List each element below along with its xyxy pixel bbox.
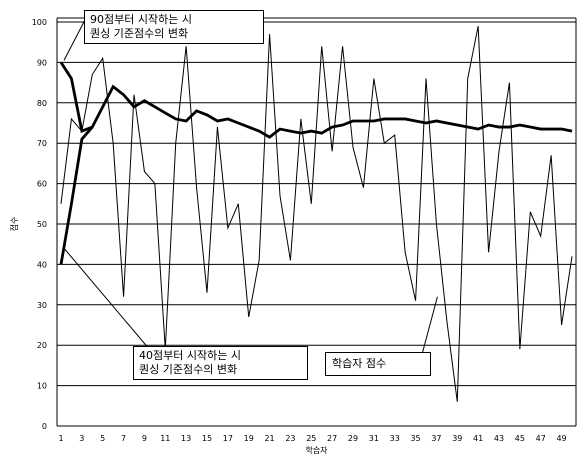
series-group [59,25,573,402]
x-tick-27: 27 [327,434,337,443]
x-tick-37: 37 [431,434,441,443]
x-tick-3: 3 [79,434,84,443]
y-tick-10: 10 [37,382,47,391]
x-tick-33: 33 [390,434,400,443]
y-tick-30: 30 [37,301,47,310]
series-student-score [60,25,573,402]
x-tick-21: 21 [264,434,274,443]
leader-40-start [63,247,151,351]
x-tick-17: 17 [223,434,233,443]
x-tick-39: 39 [452,434,462,443]
y-tick-70: 70 [37,139,47,148]
x-tick-45: 45 [515,434,525,443]
y-tick-40: 40 [37,260,47,269]
x-tick-41: 41 [473,434,483,443]
y-tick-0: 0 [42,422,47,431]
x-tick-47: 47 [536,434,546,443]
x-tick-31: 31 [369,434,379,443]
annotation-90-start: 90점부터 시작하는 시 퀀싱 기준점수의 변화 [84,10,264,44]
y-tick-100: 100 [32,18,47,27]
x-tick-19: 19 [244,434,254,443]
y-tick-labels: 0 10 20 30 40 50 60 70 80 90 100 [32,18,47,431]
leader-student-score [419,296,438,363]
x-tick-43: 43 [494,434,504,443]
y-tick-20: 20 [37,341,47,350]
annotation-leaders [63,17,438,363]
x-axis-title: 학습자 [305,445,328,455]
x-tick-23: 23 [285,434,295,443]
series-90-start [59,61,573,139]
y-tick-60: 60 [37,180,47,189]
x-tick-11: 11 [160,434,170,443]
x-tick-1: 1 [58,434,63,443]
x-tick-25: 25 [306,434,316,443]
y-tick-90: 90 [37,58,47,67]
x-tick-29: 29 [348,434,358,443]
x-tick-9: 9 [142,434,147,443]
leader-90-start [63,17,87,61]
x-tick-15: 15 [202,434,212,443]
y-tick-80: 80 [37,99,47,108]
annotation-student-score: 학습자 점수 [325,352,431,376]
x-tick-13: 13 [181,434,191,443]
x-tick-5: 5 [100,434,105,443]
y-axis-title: 점수 [9,217,19,232]
series-40-start [59,126,94,265]
annotation-40-start: 40점부터 시작하는 시 퀀싱 기준점수의 변화 [133,346,308,380]
x-tick-7: 7 [121,434,126,443]
x-tick-35: 35 [410,434,420,443]
x-tick-49: 49 [556,434,566,443]
y-tick-50: 50 [37,220,47,229]
x-tick-labels: 1 3 5 7 9 11 13 15 17 19 21 23 25 27 29 31 33 35 37 39 41 43 4… [58,434,566,443]
